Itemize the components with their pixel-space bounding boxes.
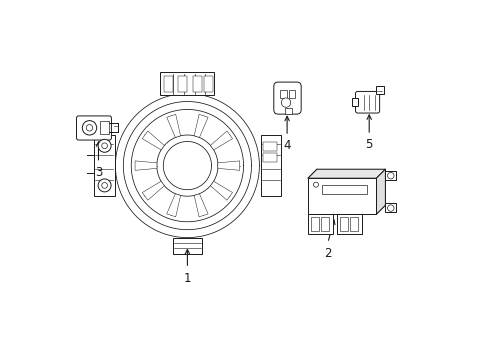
Polygon shape bbox=[210, 131, 233, 150]
Bar bbox=[340, 217, 347, 231]
Circle shape bbox=[98, 179, 111, 192]
Bar bbox=[308, 178, 376, 214]
Circle shape bbox=[388, 205, 394, 211]
Polygon shape bbox=[308, 169, 386, 178]
Bar bbox=[204, 76, 213, 92]
Bar bbox=[337, 214, 362, 234]
Bar bbox=[321, 217, 329, 231]
FancyBboxPatch shape bbox=[76, 116, 111, 140]
Polygon shape bbox=[142, 181, 164, 200]
Polygon shape bbox=[167, 194, 181, 217]
Polygon shape bbox=[218, 161, 240, 170]
Bar bbox=[376, 86, 384, 94]
Bar bbox=[350, 217, 358, 231]
Bar bbox=[94, 135, 116, 196]
Text: 1: 1 bbox=[184, 273, 191, 285]
Text: 4: 4 bbox=[283, 139, 291, 152]
Bar bbox=[164, 76, 173, 92]
Bar bbox=[263, 153, 277, 162]
Polygon shape bbox=[142, 131, 164, 150]
Text: 5: 5 bbox=[366, 138, 373, 151]
Polygon shape bbox=[210, 181, 233, 200]
Circle shape bbox=[102, 143, 107, 149]
Bar bbox=[261, 135, 281, 196]
Bar bbox=[263, 142, 277, 151]
Polygon shape bbox=[135, 161, 157, 170]
Bar bbox=[289, 90, 295, 98]
Bar bbox=[100, 121, 109, 134]
Bar bbox=[193, 76, 202, 92]
Polygon shape bbox=[194, 194, 208, 217]
Polygon shape bbox=[167, 114, 181, 138]
Circle shape bbox=[314, 182, 318, 187]
Bar bbox=[285, 108, 292, 114]
Polygon shape bbox=[376, 169, 386, 214]
Bar bbox=[178, 76, 187, 92]
Circle shape bbox=[98, 139, 111, 152]
Bar bbox=[317, 169, 386, 205]
Bar bbox=[280, 90, 287, 98]
Bar bbox=[160, 72, 215, 95]
FancyBboxPatch shape bbox=[274, 82, 301, 114]
Bar bbox=[386, 171, 396, 180]
Bar bbox=[386, 203, 396, 212]
Bar bbox=[322, 185, 368, 194]
Bar bbox=[308, 214, 333, 234]
FancyBboxPatch shape bbox=[356, 91, 380, 113]
Circle shape bbox=[82, 121, 97, 135]
Text: 3: 3 bbox=[95, 166, 102, 179]
Circle shape bbox=[86, 125, 93, 131]
Bar bbox=[352, 98, 358, 106]
Polygon shape bbox=[194, 114, 208, 138]
Bar bbox=[311, 217, 319, 231]
Bar bbox=[173, 238, 202, 254]
Circle shape bbox=[102, 183, 107, 188]
Circle shape bbox=[281, 98, 291, 107]
Text: 2: 2 bbox=[324, 247, 332, 260]
Circle shape bbox=[388, 172, 394, 179]
